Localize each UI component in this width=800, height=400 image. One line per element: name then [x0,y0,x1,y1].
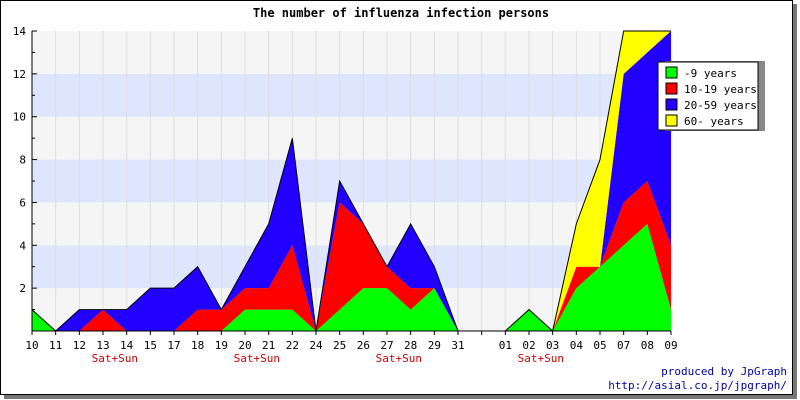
plot-band [32,73,671,117]
credit-line-1: produced by JpGraph [661,365,787,378]
x-tick-label: 01 [499,339,512,352]
x-tick-label: 03 [546,339,559,352]
plot-band [32,116,671,160]
x-tick-label: 05 [593,339,606,352]
stack-outline [31,30,671,332]
x-tick-label: 31 [451,339,464,352]
chart-svg: The number of influenza infection person… [13,6,787,392]
y-tick-label: 4 [19,239,26,252]
series-area-1 [32,223,671,331]
x-tick-label: 04 [570,339,584,352]
x-tick-label: 13 [96,339,109,352]
x-tick-label: 26 [357,339,370,352]
legend-swatch [665,98,678,111]
x-tick-label: 07 [617,339,630,352]
legend-label: 60- years [684,115,744,128]
x-tick-label: 11 [49,339,62,352]
y-tick-label: 2 [19,282,26,295]
chart-title: The number of influenza infection person… [253,6,549,20]
weekend-label: Sat+Sun [234,352,280,365]
weekend-label: Sat+Sun [376,352,422,365]
plot-band [32,31,671,74]
x-tick-label: 27 [380,339,393,352]
weekend-label: Sat+Sun [518,352,564,365]
x-tick-label: 12 [73,339,86,352]
x-tick-label: 18 [191,339,204,352]
legend-swatch [665,66,678,79]
plot-band [32,159,671,203]
x-tick-label: 24 [309,339,323,352]
x-tick-label: 22 [286,339,299,352]
x-tick-label: 15 [144,339,157,352]
y-tick-label: 12 [13,68,26,81]
chart-frame: The number of influenza infection person… [0,0,793,395]
x-tick-label: 17 [167,339,180,352]
x-tick-label: 19 [215,339,228,352]
x-tick-label: 10 [25,339,38,352]
legend: -9 years 10-19 years 20-59 years 60- years [657,61,765,131]
x-tick-label: 29 [428,339,441,352]
x-tick-label: 20 [238,339,251,352]
weekend-label: Sat+Sun [92,352,138,365]
legend-label: 10-19 years [684,83,757,96]
credit-line-2: http://asial.co.jp/jpgraph/ [608,379,787,392]
series-area-2 [32,181,671,331]
legend-swatch [665,114,678,127]
y-tick-label: 14 [13,25,27,38]
y-tick-label: 8 [19,154,26,167]
x-tick-label: 25 [333,339,346,352]
legend-label: 20-59 years [684,99,757,112]
x-tick-label: 14 [120,339,134,352]
y-tick-label: 10 [13,111,26,124]
x-tick-label: 21 [262,339,275,352]
y-tick-label: 6 [19,196,26,209]
x-tick-label: 08 [641,339,654,352]
legend-label: -9 years [684,67,737,80]
x-tick-label: 09 [664,339,677,352]
x-tick-label: 02 [522,339,535,352]
legend-swatch [665,82,678,95]
x-tick-label: 28 [404,339,417,352]
